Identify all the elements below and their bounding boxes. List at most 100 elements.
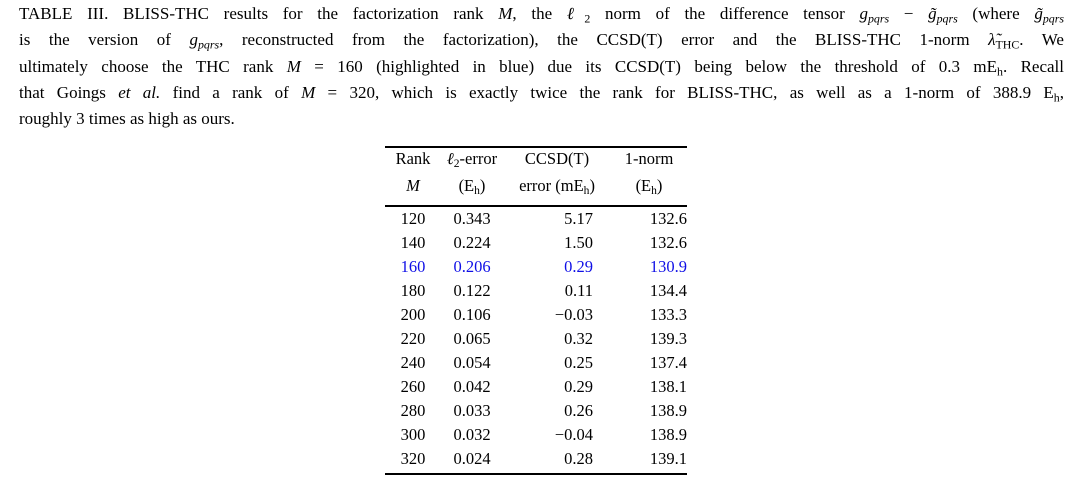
text-run: g̃ [1034,4,1043,23]
cell-one-norm: 134.4 [649,280,687,300]
cell-rank: 140 [400,232,426,252]
text-run: (where [957,4,1035,23]
cell-one-norm: 137.4 [649,352,687,372]
text-run: . We [1019,30,1064,50]
text-run: M [286,56,301,76]
text-run: M [498,4,513,23]
subscript-text: pqrs [936,11,958,26]
text-run: is the version of [19,30,190,50]
cell-rank: 220 [400,328,426,348]
text-run: g [859,4,868,23]
cell-one-norm: 138.9 [649,400,687,420]
table-row: 180 0.122 0.11 134.4 [385,279,687,303]
subscript-text: pqrs [867,11,890,26]
text-run: 1-norm [624,149,674,168]
table-row: 120 0.343 5.17 132.6 [385,207,687,231]
text-run: . Recall [1002,56,1065,76]
text-run: M [406,176,420,196]
text-run: − [889,4,929,23]
text-run: Rank [395,149,431,168]
cell-rank: 280 [400,400,426,420]
subscript-text: pqrs [197,37,220,52]
cell-l2-error: 0.032 [453,424,491,444]
table-row: 300 0.032 −0.04 138.9 [385,423,687,447]
cell-l2-error: 0.224 [453,232,491,252]
text-run: ultimately choose the THC rank [19,56,287,76]
table-bottom-rule [385,472,687,475]
cell-ccsdt-error: 0.26 [564,400,593,420]
cell-l2-error: 0.024 [453,448,491,468]
table-row: 200 0.106 −0.03 133.3 [385,303,687,327]
cell-l2-error: 0.343 [453,208,491,228]
subscript-text: h [583,185,590,198]
subscript-text: pqrs [1042,11,1064,26]
column-header-l2-error: ℓ2-error [441,148,503,175]
cell-rank: 320 [400,448,426,468]
text-run: , [1059,82,1064,102]
subscript-text: 2 [584,11,591,26]
column-header-one-norm: 1-norm [611,148,687,170]
text-run: g [189,30,198,50]
cell-one-norm: 139.3 [649,328,687,348]
table-caption: TABLE III. BLISS-THC results for the fac… [19,3,1064,130]
text-run: = 320, which is exactly twice the rank f… [315,82,1054,102]
column-header-rank: M [385,175,441,197]
text-run: -error [459,149,498,168]
table-row: 280 0.033 0.26 138.9 [385,399,687,423]
text-run: , the [512,4,567,23]
text-run: ℓ [566,4,585,23]
cell-rank: 200 [400,304,426,324]
text-run: M [301,82,316,102]
cell-ccsdt-error: 0.29 [564,376,593,396]
table-row: 260 0.042 0.29 138.1 [385,375,687,399]
text-run: norm of the difference tensor [590,4,860,23]
cell-one-norm: 138.1 [649,376,687,396]
text-run: (E [458,176,475,196]
column-header-one-norm: (Eh) [611,175,687,202]
cell-one-norm: 132.6 [649,208,687,228]
bliss-thc-results-table: Rank ℓ2-error CCSD(T) 1-norm M (Eh) error (mE… [385,146,687,475]
subscript-text: h [474,185,480,198]
cell-ccsdt-error: 5.17 [564,208,593,228]
cell-l2-error: 0.206 [453,256,491,276]
table-body: 120 0.343 5.17 132.6 140 0.224 1.50 132.6 160 0.2… [385,207,687,471]
text-run: ) [479,176,486,196]
cell-one-norm: 133.3 [649,304,687,324]
cell-ccsdt-error: 0.29 [564,256,593,276]
table-row: 240 0.054 0.25 137.4 [385,351,687,375]
cell-l2-error: 0.033 [453,400,491,420]
text-run: et al. [118,82,161,102]
table-top-rule [385,146,687,148]
cell-rank: 300 [400,424,426,444]
cell-ccsdt-error: −0.04 [554,424,593,444]
subscript-text: 2 [453,158,460,171]
cell-rank: 120 [400,208,426,228]
text-run: CCSD(T) [524,149,590,168]
text-run: λ̃ [988,30,996,50]
subscript-text: THC [995,37,1020,52]
cell-ccsdt-error: 1.50 [564,232,593,252]
subscript-text: h [997,63,1003,78]
cell-rank: 260 [400,376,426,396]
cell-rank: 240 [400,352,426,372]
caption-line: TABLE III. BLISS-THC results for the fac… [19,3,1064,29]
text-run: roughly 3 times as high as ours. [19,109,235,129]
cell-one-norm: 139.1 [649,448,687,468]
text-run: (E [635,176,652,196]
cell-rank: 160 [400,256,426,276]
table-header-row-2: M (Eh) error (mEh) (Eh) [385,175,687,202]
subscript-text: h [651,185,657,198]
table-row: 140 0.224 1.50 132.6 [385,231,687,255]
text-run: , reconstructed from the factorization),… [219,30,989,50]
text-run: find a rank of [160,82,302,102]
text-run: that Goings [19,82,119,102]
cell-rank: 180 [400,280,426,300]
table-row: 220 0.065 0.32 139.3 [385,327,687,351]
table-mid-rule [385,205,687,207]
text-run: error (mE [519,176,584,196]
cell-ccsdt-error: 0.25 [564,352,593,372]
caption-line: ultimately choose the THC rank M = 160 (… [19,56,1064,82]
text-run: ) [589,176,595,196]
caption-line: is the version of gpqrs, reconstructed f… [19,29,1064,55]
